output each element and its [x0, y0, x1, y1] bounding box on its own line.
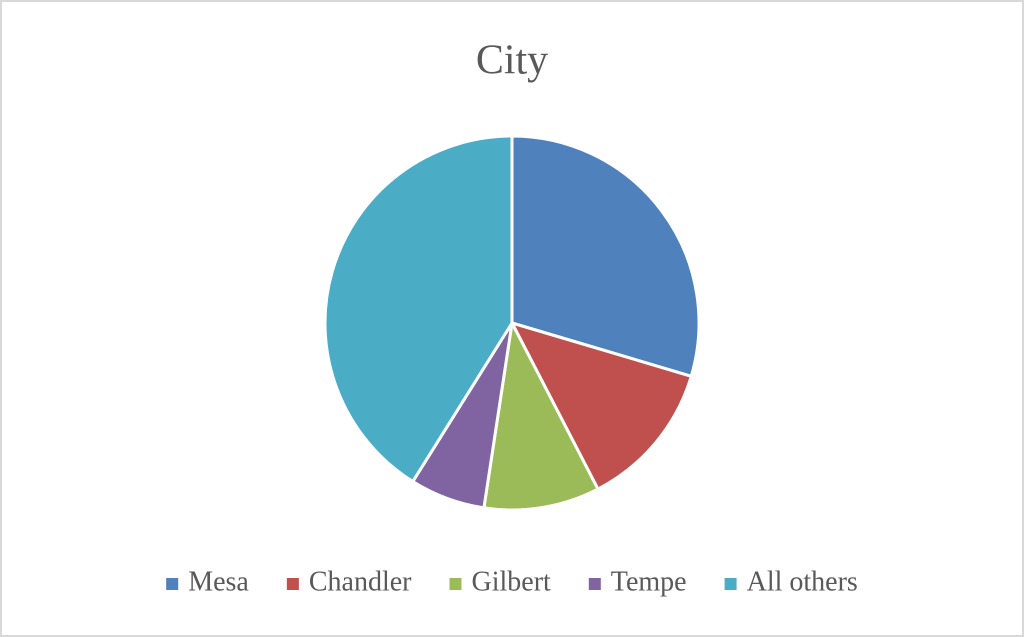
legend-label: All others	[747, 566, 858, 597]
legend-label: Mesa	[188, 566, 249, 597]
chart-title: City	[476, 38, 548, 84]
pie-slice	[509, 320, 694, 492]
legend-marker	[588, 578, 601, 590]
legend-label: Gilbert	[471, 566, 551, 597]
legend-marker	[166, 578, 179, 590]
legend-label: Tempe	[611, 566, 687, 597]
pie-slice	[510, 134, 701, 379]
legend-marker	[449, 578, 462, 590]
legend-label: Chandler	[309, 566, 412, 597]
legend-marker	[286, 578, 299, 590]
pie-slice	[482, 318, 600, 512]
pie-slice	[323, 134, 514, 484]
legend-marker	[724, 578, 737, 590]
